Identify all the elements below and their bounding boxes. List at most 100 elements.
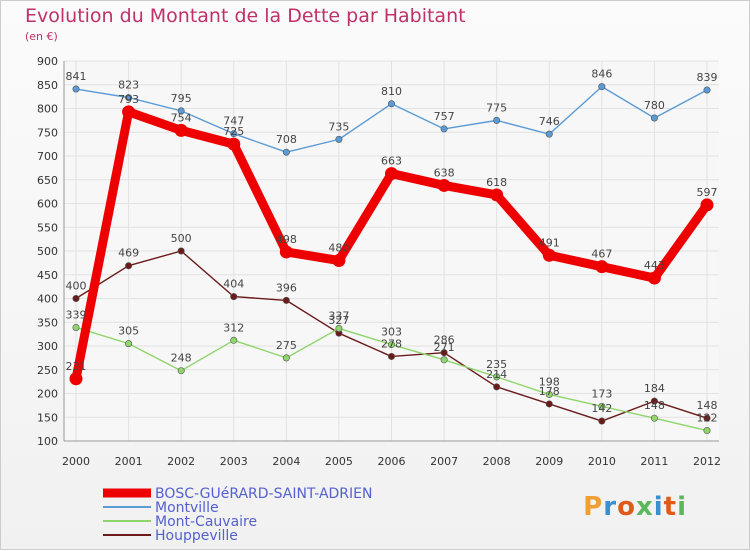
- data-label: 823: [118, 79, 139, 92]
- x-tick-label: 2003: [220, 455, 248, 468]
- data-label: 746: [539, 115, 560, 128]
- x-tick-label: 2007: [430, 455, 458, 468]
- y-tick-label: 500: [37, 245, 58, 258]
- data-label: 248: [171, 352, 192, 365]
- data-point: [598, 402, 606, 410]
- data-point: [490, 188, 504, 202]
- data-point: [545, 130, 553, 138]
- data-point: [125, 262, 133, 270]
- data-label: 839: [697, 71, 718, 84]
- data-point: [647, 271, 661, 285]
- data-point: [545, 390, 553, 398]
- data-label: 480: [328, 242, 349, 255]
- data-point: [125, 94, 133, 102]
- data-point: [335, 324, 343, 332]
- data-label: 708: [276, 133, 297, 146]
- data-label: 793: [118, 93, 139, 106]
- y-tick-label: 750: [37, 126, 58, 139]
- data-label: 400: [66, 280, 87, 293]
- data-point: [174, 123, 188, 137]
- data-label: 148: [697, 399, 718, 412]
- data-label: 122: [697, 412, 718, 425]
- y-tick-label: 250: [37, 364, 58, 377]
- y-tick-label: 300: [37, 340, 58, 353]
- data-point: [72, 85, 80, 93]
- data-point: [542, 248, 556, 262]
- legend-label: BOSC-GUéRARD-SAINT-ADRIEN: [155, 486, 372, 502]
- x-tick-label: 2000: [62, 455, 90, 468]
- x-tick-label: 2001: [115, 455, 143, 468]
- data-point: [230, 293, 238, 301]
- legend-label: Houppeville: [155, 528, 238, 544]
- data-point: [437, 178, 451, 192]
- x-tick-label: 2010: [588, 455, 616, 468]
- y-tick-label: 800: [37, 103, 58, 116]
- data-label: 810: [381, 85, 402, 98]
- data-label: 178: [539, 385, 560, 398]
- data-label: 148: [644, 399, 665, 412]
- data-label: 795: [171, 92, 192, 105]
- data-label: 638: [434, 166, 455, 179]
- data-point: [279, 245, 293, 259]
- y-tick-label: 900: [37, 55, 58, 68]
- data-point: [122, 105, 136, 119]
- data-point: [387, 341, 395, 349]
- data-point: [282, 148, 290, 156]
- y-tick-label: 450: [37, 269, 58, 282]
- data-label: 841: [66, 70, 87, 83]
- y-tick-label: 600: [37, 198, 58, 211]
- data-label: 396: [276, 281, 297, 294]
- data-point: [650, 414, 658, 422]
- data-label: 443: [644, 259, 665, 272]
- data-label: 735: [328, 120, 349, 133]
- y-tick-label: 350: [37, 316, 58, 329]
- data-label: 231: [66, 360, 87, 373]
- data-point: [332, 254, 346, 267]
- data-label: 275: [276, 339, 297, 352]
- data-label: 214: [486, 368, 507, 381]
- data-label: 467: [591, 248, 612, 261]
- y-tick-label: 550: [37, 221, 58, 234]
- data-label: 235: [486, 358, 507, 371]
- data-point: [125, 340, 133, 348]
- y-tick-label: 400: [37, 293, 58, 306]
- data-point: [703, 427, 711, 435]
- data-point: [703, 86, 711, 94]
- data-point: [595, 260, 609, 274]
- x-tick-label: 2006: [378, 455, 406, 468]
- data-point: [282, 296, 290, 304]
- x-tick-label: 2005: [325, 455, 353, 468]
- proxiti-logo: Proxiti: [583, 492, 687, 522]
- data-point: [493, 373, 501, 381]
- data-label: 757: [434, 110, 455, 123]
- data-label: 271: [434, 341, 455, 354]
- data-point: [703, 414, 711, 422]
- data-point: [387, 100, 395, 108]
- data-label: 469: [118, 247, 139, 260]
- data-label: 337: [328, 309, 349, 322]
- data-point: [440, 356, 448, 364]
- data-point: [282, 354, 290, 362]
- legend-label: Montville: [155, 500, 219, 516]
- data-label: 846: [591, 68, 612, 81]
- data-label: 305: [118, 325, 139, 338]
- y-tick-label: 100: [37, 435, 58, 448]
- data-label: 286: [434, 334, 455, 347]
- x-tick-label: 2008: [483, 455, 511, 468]
- x-tick-label: 2011: [640, 455, 668, 468]
- data-point: [650, 397, 658, 405]
- data-label: 278: [381, 337, 402, 350]
- data-label: 312: [223, 321, 244, 334]
- data-label: 500: [171, 232, 192, 245]
- data-point: [230, 336, 238, 344]
- x-tick-label: 2002: [167, 455, 195, 468]
- data-label: 303: [381, 326, 402, 339]
- data-label: 339: [66, 308, 87, 321]
- data-point: [650, 114, 658, 122]
- data-point: [440, 125, 448, 133]
- data-label: 775: [486, 101, 507, 114]
- data-label: 173: [591, 387, 612, 400]
- data-label: 327: [328, 314, 349, 327]
- data-point: [177, 107, 185, 115]
